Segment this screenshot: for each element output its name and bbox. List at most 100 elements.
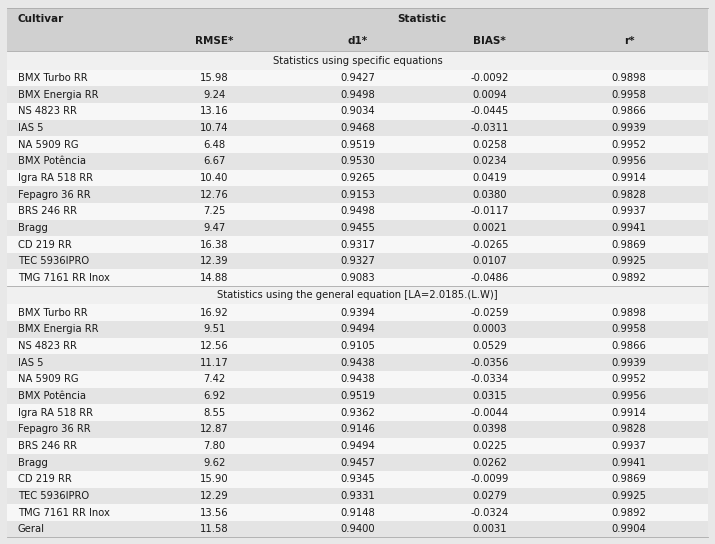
Text: Bragg: Bragg: [18, 458, 48, 468]
Text: Statistic: Statistic: [398, 14, 446, 24]
Text: d1*: d1*: [347, 35, 368, 46]
Text: 0.9925: 0.9925: [612, 256, 646, 266]
Text: 0.0380: 0.0380: [473, 190, 507, 200]
Text: 9.47: 9.47: [203, 223, 226, 233]
Bar: [7, 203, 708, 220]
Bar: [7, 8, 708, 30]
Text: 0.9941: 0.9941: [612, 458, 646, 468]
Text: 10.40: 10.40: [200, 173, 229, 183]
Text: 0.9457: 0.9457: [340, 458, 375, 468]
Bar: [7, 137, 708, 153]
Text: CD 219 RR: CD 219 RR: [18, 474, 72, 484]
Text: 12.87: 12.87: [200, 424, 229, 434]
Text: Cultivar: Cultivar: [18, 14, 64, 24]
Bar: [7, 236, 708, 253]
Text: 12.39: 12.39: [200, 256, 229, 266]
Text: 6.48: 6.48: [204, 140, 225, 150]
Text: -0.0117: -0.0117: [470, 206, 509, 216]
Text: 12.76: 12.76: [200, 190, 229, 200]
Text: -0.0044: -0.0044: [470, 407, 509, 418]
Text: 0.9530: 0.9530: [340, 156, 375, 166]
Text: BMX Turbo RR: BMX Turbo RR: [18, 308, 87, 318]
Bar: [7, 338, 708, 354]
Text: 0.9958: 0.9958: [612, 90, 646, 100]
Text: 0.9034: 0.9034: [340, 107, 375, 116]
Bar: [7, 70, 708, 86]
Bar: [7, 170, 708, 186]
Text: 0.0225: 0.0225: [473, 441, 507, 451]
Bar: [7, 305, 708, 321]
Bar: [7, 471, 708, 487]
Text: -0.0092: -0.0092: [470, 73, 509, 83]
Text: 0.9400: 0.9400: [340, 524, 375, 534]
Text: 15.98: 15.98: [200, 73, 229, 83]
Text: 6.92: 6.92: [203, 391, 226, 401]
Bar: [7, 321, 708, 338]
Text: 0.9519: 0.9519: [340, 391, 375, 401]
Bar: [7, 404, 708, 421]
Text: 12.29: 12.29: [200, 491, 229, 501]
Text: 15.90: 15.90: [200, 474, 229, 484]
Text: 0.9952: 0.9952: [612, 374, 646, 385]
Text: NS 4823 RR: NS 4823 RR: [18, 341, 77, 351]
Text: BMX Energia RR: BMX Energia RR: [18, 324, 99, 335]
Text: NA 5909 RG: NA 5909 RG: [18, 374, 79, 385]
Text: 0.9146: 0.9146: [340, 424, 375, 434]
Text: -0.0356: -0.0356: [470, 358, 509, 368]
Bar: [7, 286, 708, 305]
Text: BRS 246 RR: BRS 246 RR: [18, 206, 77, 216]
Text: -0.0259: -0.0259: [470, 308, 509, 318]
Text: 0.9153: 0.9153: [340, 190, 375, 200]
Text: 0.9956: 0.9956: [612, 156, 646, 166]
Text: 0.9892: 0.9892: [612, 508, 646, 517]
Text: 0.9956: 0.9956: [612, 391, 646, 401]
Text: -0.0486: -0.0486: [470, 273, 509, 283]
Text: 10.74: 10.74: [200, 123, 229, 133]
Text: 0.9952: 0.9952: [612, 140, 646, 150]
Text: 0.9498: 0.9498: [340, 90, 375, 100]
Text: 0.0107: 0.0107: [473, 256, 507, 266]
Text: 0.9494: 0.9494: [340, 324, 375, 335]
Text: 0.0315: 0.0315: [473, 391, 507, 401]
Text: -0.0311: -0.0311: [470, 123, 509, 133]
Text: 0.9345: 0.9345: [340, 474, 375, 484]
Text: -0.0324: -0.0324: [470, 508, 509, 517]
Text: 0.9331: 0.9331: [340, 491, 375, 501]
Text: 0.9898: 0.9898: [612, 308, 646, 318]
Text: 0.9265: 0.9265: [340, 173, 375, 183]
Text: 7.42: 7.42: [203, 374, 226, 385]
Text: 0.9869: 0.9869: [612, 474, 646, 484]
Text: 0.0258: 0.0258: [473, 140, 507, 150]
Text: r*: r*: [624, 35, 634, 46]
Text: 0.9438: 0.9438: [340, 374, 375, 385]
Text: 16.92: 16.92: [200, 308, 229, 318]
Text: 9.24: 9.24: [203, 90, 226, 100]
Text: 0.9105: 0.9105: [340, 341, 375, 351]
Text: 0.9148: 0.9148: [340, 508, 375, 517]
Bar: [7, 220, 708, 236]
Bar: [7, 186, 708, 203]
Text: 0.9937: 0.9937: [612, 206, 646, 216]
Text: 0.9828: 0.9828: [612, 424, 646, 434]
Text: 0.9925: 0.9925: [612, 491, 646, 501]
Text: 0.0021: 0.0021: [473, 223, 507, 233]
Text: 0.9498: 0.9498: [340, 206, 375, 216]
Text: BMX Potência: BMX Potência: [18, 391, 86, 401]
Bar: [7, 521, 708, 537]
Text: 0.9083: 0.9083: [340, 273, 375, 283]
Text: CD 219 RR: CD 219 RR: [18, 239, 72, 250]
Bar: [7, 437, 708, 454]
Bar: [7, 388, 708, 404]
Text: 0.9939: 0.9939: [612, 358, 646, 368]
Text: 7.80: 7.80: [204, 441, 225, 451]
Bar: [7, 103, 708, 120]
Text: 6.67: 6.67: [203, 156, 226, 166]
Text: 0.0234: 0.0234: [473, 156, 507, 166]
Text: 0.9519: 0.9519: [340, 140, 375, 150]
Bar: [7, 52, 708, 70]
Text: 0.9898: 0.9898: [612, 73, 646, 83]
Text: IAS 5: IAS 5: [18, 123, 44, 133]
Bar: [7, 487, 708, 504]
Text: 0.9362: 0.9362: [340, 407, 375, 418]
Text: 12.56: 12.56: [200, 341, 229, 351]
